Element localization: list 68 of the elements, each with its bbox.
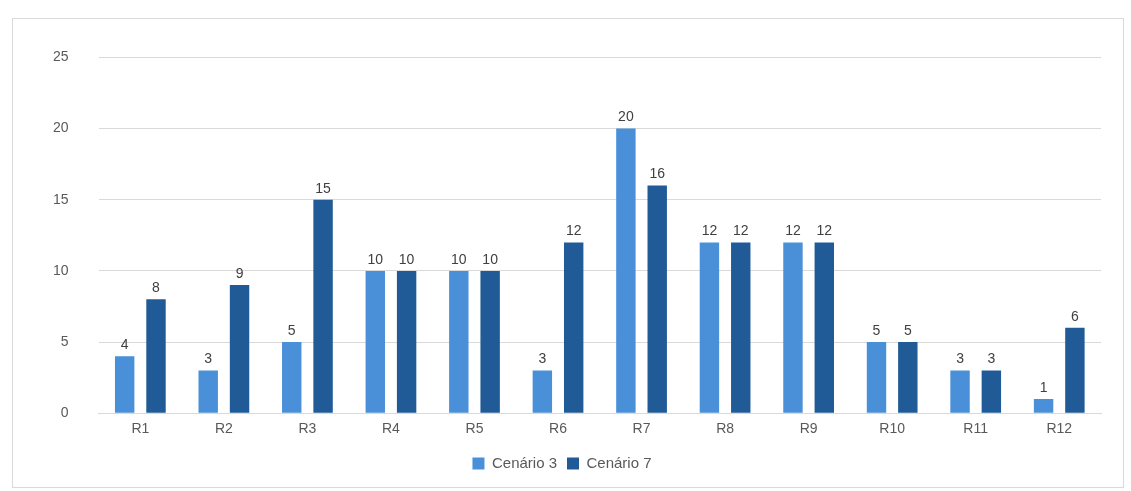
bar [146, 299, 166, 413]
bar [365, 270, 385, 413]
x-tick-label: R1 [131, 420, 150, 437]
data-label: 20 [618, 108, 634, 125]
x-tick-label: R2 [214, 420, 234, 437]
x-tick-label: R12 [1046, 420, 1073, 437]
data-label: 1 [1039, 378, 1048, 395]
data-label: 3 [204, 350, 213, 367]
data-label: 3 [956, 350, 965, 367]
data-label: 12 [565, 222, 582, 239]
data-label: 6 [1071, 307, 1079, 324]
bar [198, 370, 218, 413]
x-tick-label: R7 [632, 420, 651, 437]
data-label: 8 [152, 279, 161, 296]
x-tick-label: R3 [298, 420, 317, 437]
x-tick-label: R10 [879, 420, 906, 437]
data-label: 3 [538, 350, 547, 367]
bar [981, 370, 1002, 413]
bar [563, 242, 584, 413]
data-label: 5 [287, 321, 296, 338]
bar [783, 242, 803, 413]
x-tick-label: R6 [549, 420, 568, 437]
y-tick-label: 0 [60, 404, 69, 421]
bar [396, 270, 417, 413]
data-label: 12 [816, 222, 833, 239]
y-tick-label: 25 [52, 48, 69, 65]
x-tick-label: R8 [716, 420, 735, 437]
data-label: 10 [482, 250, 499, 267]
data-label: 10 [398, 250, 415, 267]
y-tick-label: 5 [60, 332, 69, 349]
bar [731, 242, 751, 413]
y-tick-label: 10 [52, 261, 69, 278]
data-label: 4 [120, 336, 129, 353]
x-tick-label: R4 [381, 420, 401, 437]
y-tick-label: 20 [52, 119, 69, 136]
bar [616, 128, 636, 413]
data-label: 10 [451, 250, 467, 267]
data-label: 9 [235, 264, 244, 281]
data-label: 10 [367, 250, 384, 267]
legend-label: Cenário 7 [586, 453, 652, 471]
bar [647, 185, 667, 413]
data-label: 3 [987, 350, 996, 367]
data-label: 5 [872, 321, 881, 338]
x-tick-label: R5 [465, 420, 484, 437]
bar [866, 342, 887, 413]
bar [950, 370, 970, 413]
data-label: 12 [785, 222, 801, 239]
bar [449, 270, 469, 413]
x-tick-label: R9 [799, 420, 818, 437]
bar [114, 356, 135, 413]
bar [1033, 398, 1054, 413]
y-tick-label: 15 [52, 190, 69, 207]
bar [282, 342, 302, 413]
data-label: 15 [315, 179, 332, 196]
bar [814, 242, 834, 413]
x-tick-label: R11 [963, 420, 989, 437]
data-label: 12 [701, 222, 718, 239]
bar [480, 270, 500, 413]
legend-label: Cenário 3 [491, 453, 558, 471]
bar [898, 342, 918, 413]
bar [1065, 327, 1085, 413]
data-label: 12 [732, 222, 749, 239]
bar [532, 370, 553, 413]
bar [229, 285, 250, 413]
bar [313, 199, 333, 413]
bar [699, 242, 720, 413]
data-label: 16 [649, 165, 666, 182]
data-label: 5 [903, 321, 912, 338]
